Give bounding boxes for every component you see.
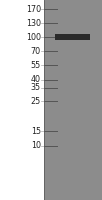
Text: 35: 35 — [31, 83, 41, 92]
Bar — [0, 0, 44, 200]
Text: 100: 100 — [26, 32, 41, 42]
Text: 55: 55 — [31, 60, 41, 70]
Text: 10: 10 — [31, 142, 41, 150]
Text: 170: 170 — [26, 4, 41, 14]
Bar — [55, 34, 90, 40]
Text: 130: 130 — [26, 19, 41, 27]
Bar — [44, 0, 102, 200]
Text: 15: 15 — [31, 127, 41, 136]
Text: 25: 25 — [31, 97, 41, 106]
Text: 70: 70 — [31, 46, 41, 55]
Text: 40: 40 — [31, 75, 41, 84]
